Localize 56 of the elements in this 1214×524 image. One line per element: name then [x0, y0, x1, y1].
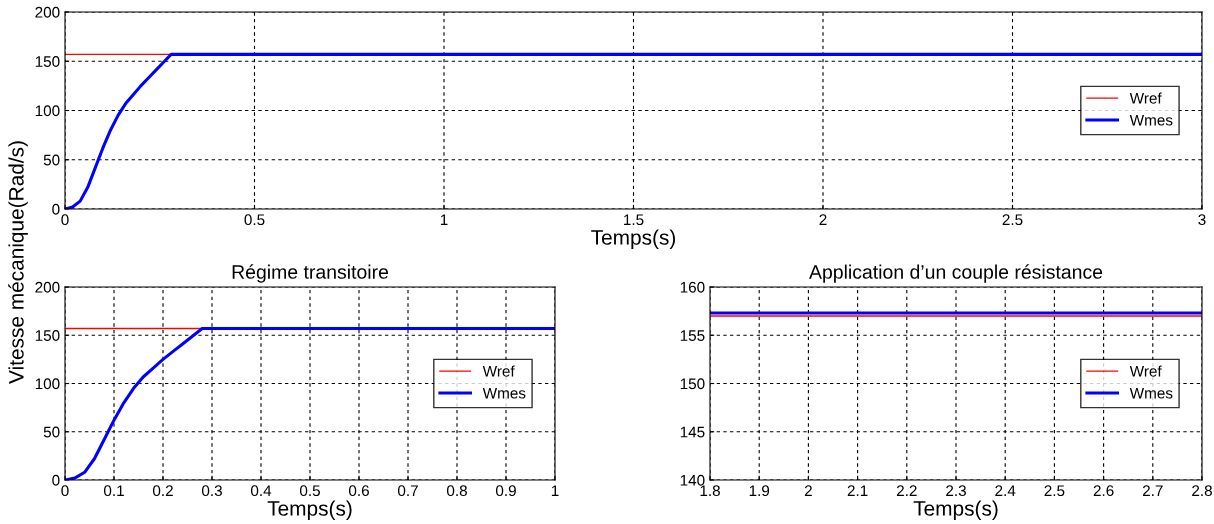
y-tick-label: 200 [35, 281, 60, 293]
y-tick-label: 155 [680, 330, 705, 341]
x-tick-label: 0.6 [348, 485, 369, 497]
x-tick-label: 2.7 [1142, 485, 1163, 496]
y-tick-label: 150 [35, 56, 60, 67]
x-tick-label: 2.5 [1044, 485, 1065, 497]
x-tick-label: 1.9 [749, 485, 770, 497]
x-tick-label: 2.6 [1093, 485, 1114, 497]
x-tick-label: 0.5 [244, 214, 265, 226]
x-axis-title: Temps(s) [913, 500, 998, 520]
legend-label: Wref [1129, 365, 1162, 377]
legend-label: Wmes [482, 387, 526, 399]
x-tick-label: 2 [804, 485, 812, 496]
y-tick-label: 160 [680, 281, 705, 293]
y-tick-label: 100 [35, 105, 60, 117]
x-tick-label: 2 [819, 214, 827, 225]
x-tick-label: 0.5 [299, 485, 320, 497]
x-tick-label: 1.8 [700, 485, 720, 497]
x-tick-label: 2.2 [896, 485, 917, 496]
y-tick-label: 150 [35, 330, 60, 341]
x-tick-label: 0.2 [152, 485, 173, 497]
x-tick-label: 1.5 [624, 214, 644, 226]
x-tick-label: 2.1 [847, 485, 868, 496]
y-tick-label: 145 [680, 426, 705, 438]
chart-title: Application d’un couple résistance [809, 264, 1103, 283]
x-tick-label: 3 [1198, 214, 1206, 226]
x-tick-label: 0 [61, 214, 69, 226]
x-tick-label: 0.1 [103, 485, 124, 497]
x-tick-label: 2.4 [995, 485, 1016, 496]
x-tick-label: 0.3 [201, 485, 222, 497]
legend-label: Wmes [1129, 387, 1173, 399]
x-tick-label: 2.3 [946, 485, 966, 497]
x-axis-title: Temps(s) [267, 500, 352, 520]
x-tick-label: 0 [61, 485, 69, 497]
x-tick-label: 2.8 [1192, 485, 1212, 497]
y-tick-label: 150 [680, 378, 705, 390]
legend-label: Wref [482, 365, 515, 377]
x-tick-label: 2.5 [1002, 214, 1023, 226]
legend-label: Wref [1129, 92, 1162, 104]
y-tick-label: 0 [52, 203, 60, 215]
y-tick-label: 50 [43, 426, 60, 438]
x-tick-label: 0.7 [397, 485, 418, 497]
chart-title: Régime transitoire [232, 264, 389, 283]
y-tick-label: 200 [35, 6, 60, 18]
x-tick-label: 0.9 [495, 485, 516, 497]
x-tick-label: 1 [551, 485, 559, 496]
legend-label: Wmes [1129, 114, 1173, 126]
y-axis-title: Vitesse mécanique(Rad/s) [8, 141, 28, 384]
y-tick-label: 140 [680, 474, 705, 486]
x-tick-label: 1 [440, 214, 448, 225]
x-tick-label: 0.8 [446, 485, 467, 497]
y-tick-label: 0 [52, 474, 60, 486]
x-tick-label: 0.4 [250, 485, 272, 497]
y-tick-label: 50 [43, 154, 60, 166]
x-axis-title: Temps(s) [591, 229, 676, 249]
y-tick-label: 100 [35, 378, 60, 390]
